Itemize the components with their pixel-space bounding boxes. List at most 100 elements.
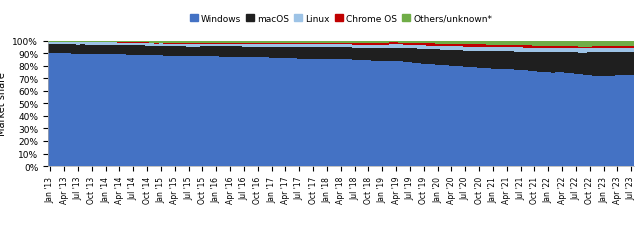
Bar (52, 42, 57, 43)
Bar (620, 49, 625, 53)
Bar (518, 42, 523, 46)
Bar (242, 45, 246, 47)
Bar (80, 42, 85, 43)
Bar (150, 44, 154, 47)
Bar (274, 58, 278, 166)
Bar (196, 44, 200, 45)
Bar (412, 49, 417, 63)
Bar (94, 46, 99, 55)
Bar (62, 42, 67, 43)
Bar (445, 66, 449, 166)
Bar (596, 76, 602, 166)
Bar (191, 47, 196, 57)
Bar (57, 54, 62, 166)
Bar (417, 49, 422, 64)
Bar (435, 42, 440, 44)
Bar (440, 42, 445, 44)
Bar (362, 42, 366, 44)
Bar (251, 44, 255, 45)
Bar (403, 43, 408, 45)
Bar (196, 45, 200, 47)
Bar (182, 45, 186, 47)
Bar (602, 42, 606, 47)
Bar (518, 46, 523, 48)
Bar (569, 74, 573, 166)
Bar (131, 44, 136, 46)
Bar (527, 72, 532, 166)
Bar (403, 45, 408, 49)
Bar (113, 55, 117, 166)
Y-axis label: Market share: Market share (0, 72, 7, 136)
Bar (131, 43, 136, 44)
Bar (269, 47, 274, 58)
Bar (103, 43, 108, 45)
Bar (579, 49, 583, 53)
Bar (380, 43, 385, 45)
Bar (177, 45, 182, 47)
Bar (343, 45, 348, 48)
Bar (463, 42, 468, 45)
Bar (445, 50, 449, 66)
Bar (260, 44, 265, 45)
Bar (136, 43, 140, 44)
Bar (274, 42, 278, 44)
Bar (592, 76, 596, 166)
Bar (422, 42, 426, 44)
Bar (67, 43, 71, 45)
Bar (320, 43, 324, 45)
Bar (588, 47, 592, 49)
Bar (431, 65, 435, 166)
Bar (495, 48, 500, 52)
Bar (353, 45, 357, 48)
Bar (458, 51, 463, 67)
Bar (159, 42, 163, 43)
Bar (504, 70, 509, 166)
Bar (560, 73, 564, 166)
Bar (357, 42, 362, 44)
Bar (324, 45, 329, 48)
Bar (500, 52, 504, 70)
Bar (454, 67, 458, 166)
Bar (209, 57, 214, 166)
Bar (366, 61, 371, 166)
Bar (422, 64, 426, 166)
Bar (620, 53, 625, 76)
Bar (260, 47, 265, 58)
Bar (556, 73, 560, 166)
Bar (52, 41, 57, 42)
Bar (223, 57, 228, 166)
Bar (278, 59, 283, 166)
Bar (556, 47, 560, 49)
Bar (500, 48, 504, 52)
Bar (491, 52, 495, 69)
Bar (251, 42, 255, 44)
Bar (301, 44, 306, 45)
Bar (371, 61, 376, 166)
Bar (458, 47, 463, 51)
Bar (62, 54, 67, 166)
Bar (602, 49, 606, 53)
Bar (394, 48, 399, 62)
Bar (527, 49, 532, 53)
Bar (518, 48, 523, 52)
Bar (292, 48, 297, 59)
Bar (205, 42, 209, 44)
Bar (353, 42, 357, 44)
Bar (232, 58, 237, 166)
Bar (509, 52, 514, 70)
Bar (223, 43, 228, 45)
Bar (486, 46, 491, 48)
Bar (205, 47, 209, 57)
Bar (629, 76, 634, 166)
Bar (154, 43, 159, 44)
Bar (200, 47, 205, 57)
Bar (283, 48, 288, 59)
Bar (606, 76, 611, 166)
Bar (228, 42, 232, 43)
Bar (468, 52, 472, 68)
Bar (140, 56, 145, 166)
Bar (495, 42, 500, 46)
Bar (80, 43, 85, 45)
Bar (145, 46, 150, 56)
Bar (214, 57, 219, 166)
